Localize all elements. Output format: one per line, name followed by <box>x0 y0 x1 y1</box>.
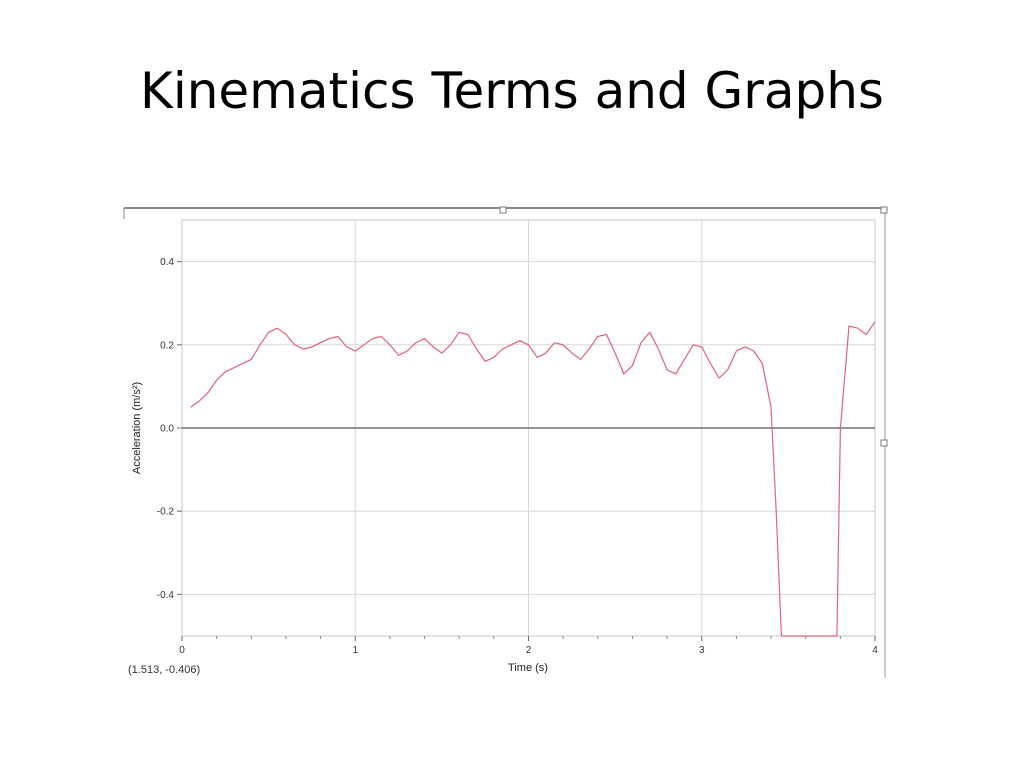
resize-handle-right[interactable] <box>880 439 888 447</box>
x-axis-title: Time (s) <box>508 662 548 674</box>
grid <box>182 220 875 636</box>
resize-handle-corner[interactable] <box>880 206 888 214</box>
resize-handle-top[interactable] <box>499 206 507 214</box>
cursor-readout: (1.513, -0.406) <box>128 664 200 676</box>
x-tick-label: 2 <box>526 645 532 656</box>
x-tick-label: 3 <box>699 645 705 656</box>
graph-frame <box>123 206 888 678</box>
acceleration-chart[interactable]: 0 1 2 3 4 0.4 0.2 0.0 -0.2 -0.4 Time (s) Accelera… <box>122 203 888 678</box>
series <box>190 321 876 637</box>
slide-title: Kinematics Terms and Graphs <box>140 62 884 120</box>
x-tick-label: 0 <box>179 645 185 656</box>
axes: 0 1 2 3 4 0.4 0.2 0.0 -0.2 -0.4 <box>157 257 878 656</box>
y-tick-label: 0.4 <box>160 257 174 268</box>
graph-panel[interactable]: 0 1 2 3 4 0.4 0.2 0.0 -0.2 -0.4 Time (s) Accelera… <box>122 203 888 678</box>
y-tick-label: -0.4 <box>157 590 175 601</box>
y-tick-label: -0.2 <box>157 507 175 518</box>
x-tick-label: 1 <box>352 645 358 656</box>
acceleration-series-line <box>190 321 876 637</box>
y-tick-label: 0.0 <box>160 424 174 435</box>
y-axis-title: Acceleration (m/s²) <box>131 382 143 474</box>
y-tick-label: 0.2 <box>160 340 174 351</box>
x-tick-label: 4 <box>872 645 878 656</box>
